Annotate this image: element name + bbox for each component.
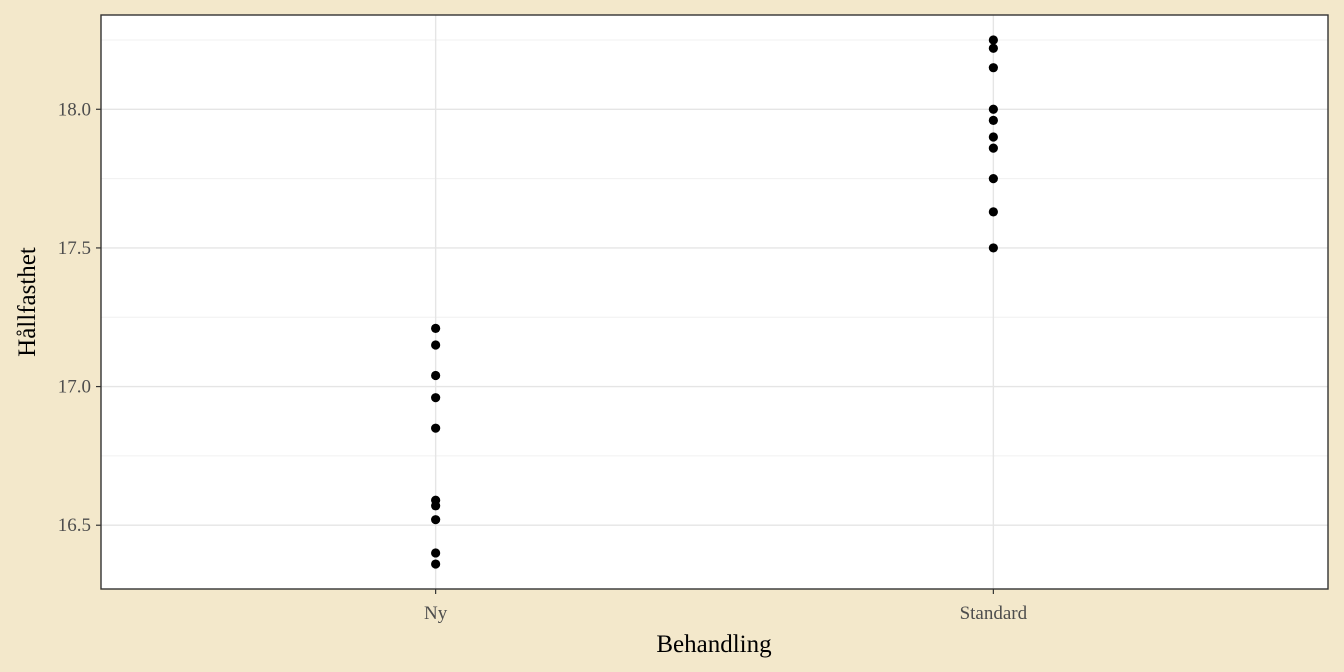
data-point [988, 207, 998, 217]
data-point [988, 104, 998, 114]
data-point [431, 370, 441, 381]
data-point [431, 323, 441, 333]
y-tick-label: 17.0 [58, 377, 91, 398]
data-points [431, 35, 998, 569]
data-point [431, 515, 441, 525]
data-point [988, 115, 998, 125]
y-tick-label: 17.5 [58, 238, 91, 259]
data-point [431, 548, 441, 558]
y-axis-title: Hållfasthet [14, 247, 41, 357]
data-point [988, 63, 998, 73]
data-point [988, 43, 998, 53]
data-point [431, 340, 441, 350]
grid-lines [101, 15, 1328, 589]
x-axis-title: Behandling [656, 631, 772, 658]
data-point [988, 243, 998, 253]
y-tick-label: 16.5 [58, 515, 91, 536]
data-point [431, 559, 441, 569]
panel-background [101, 15, 1328, 589]
data-point [988, 35, 998, 45]
y-tick-label: 18.0 [58, 99, 91, 120]
x-tick-label: Standard [960, 603, 1028, 624]
data-point [988, 174, 998, 184]
data-point [431, 393, 441, 403]
panel-border [100, 14, 1329, 590]
x-tick-label: Ny [424, 603, 448, 624]
data-point [988, 143, 998, 153]
data-point [988, 132, 998, 142]
y-axis: 16.5 17.0 17.5 18.0 [58, 99, 101, 536]
data-point [431, 501, 441, 511]
data-point [431, 423, 441, 433]
x-axis: Ny Standard [424, 589, 1028, 624]
